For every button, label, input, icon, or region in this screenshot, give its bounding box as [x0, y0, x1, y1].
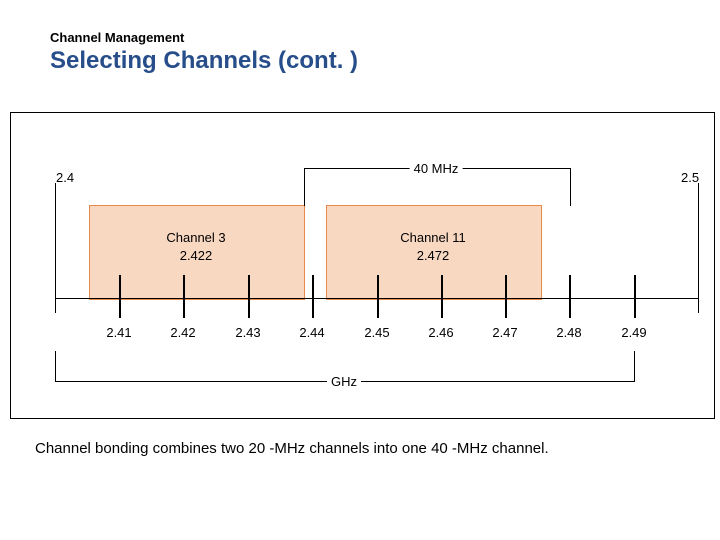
- bracket-ghz-label: GHz: [327, 374, 361, 389]
- tick-2: [248, 275, 250, 318]
- tick-4: [377, 275, 379, 318]
- caption-text: Channel bonding combines two 20 -MHz cha…: [35, 440, 549, 457]
- tick-label-0: 2.41: [106, 325, 131, 340]
- tick-3: [312, 275, 314, 318]
- right-end-tick: [698, 183, 699, 313]
- tick-6: [505, 275, 507, 318]
- tick-label-3: 2.44: [299, 325, 324, 340]
- tick-label-7: 2.48: [556, 325, 581, 340]
- channel-freq-0: 2.422: [136, 248, 256, 263]
- slide: Channel Management Selecting Channels (c…: [0, 0, 720, 540]
- bracket-40mhz-label: 40 MHz: [410, 161, 463, 176]
- channel-freq-1: 2.472: [373, 248, 493, 263]
- right-freq-label: 2.5: [681, 170, 699, 185]
- tick-1: [183, 275, 185, 318]
- channel-name-0: Channel 3: [136, 230, 256, 245]
- tick-7: [569, 275, 571, 318]
- slide-title: Selecting Channels (cont. ): [50, 47, 358, 75]
- slide-subtitle: Channel Management: [50, 30, 184, 45]
- tick-label-4: 2.45: [364, 325, 389, 340]
- left-freq-label: 2.4: [56, 170, 74, 185]
- tick-label-5: 2.46: [428, 325, 453, 340]
- tick-0: [119, 275, 121, 318]
- tick-5: [441, 275, 443, 318]
- frequency-diagram: 2.4 2.5 Channel 3 2.422 Channel 11 2.472 2.41 2…: [10, 112, 715, 419]
- tick-8: [634, 275, 636, 318]
- tick-label-8: 2.49: [621, 325, 646, 340]
- left-end-tick: [55, 183, 56, 313]
- tick-label-2: 2.43: [235, 325, 260, 340]
- tick-label-1: 2.42: [170, 325, 195, 340]
- channel-name-1: Channel 11: [373, 230, 493, 245]
- tick-label-6: 2.47: [492, 325, 517, 340]
